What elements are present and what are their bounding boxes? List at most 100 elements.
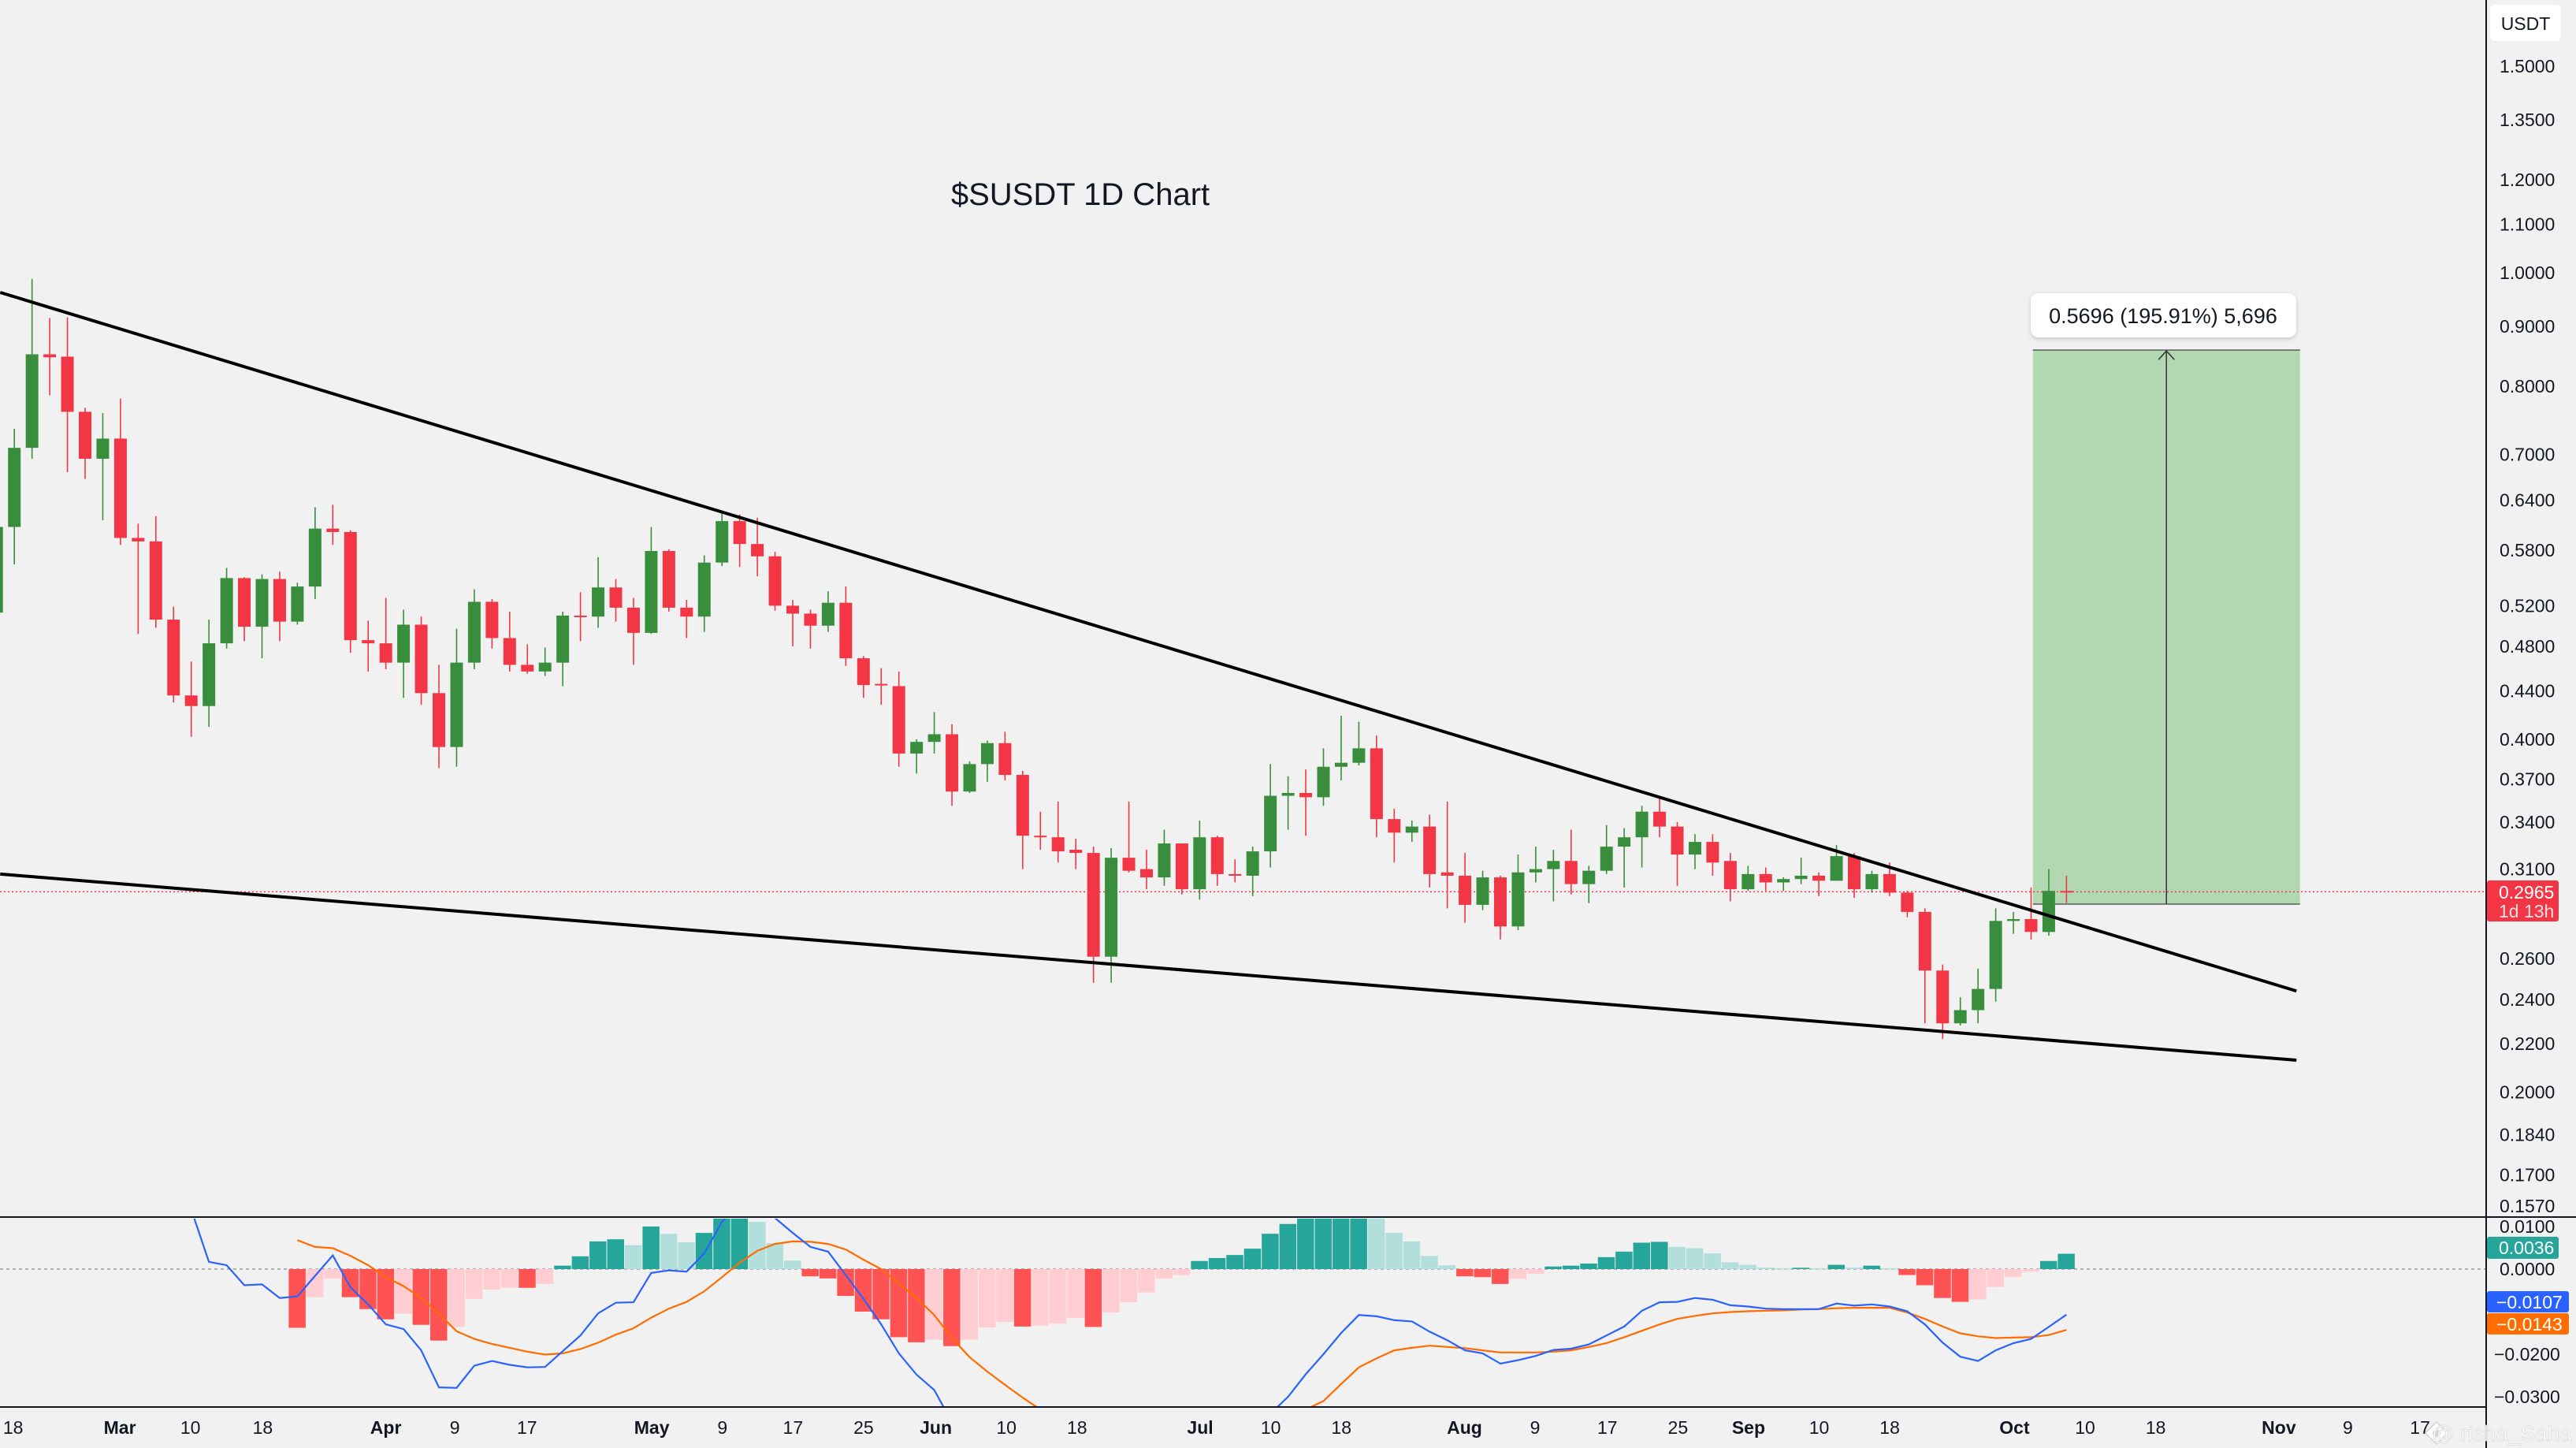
time-tick-label: 17: [517, 1417, 537, 1438]
price-pane[interactable]: $SUSDT 1D Chart 0.5696 (195.91%) 5,696: [0, 177, 2485, 1063]
macd-tick-label: −0.0300: [2494, 1387, 2560, 1407]
candle: [149, 516, 162, 628]
histogram-bar: [2022, 1269, 2039, 1272]
candle: [1175, 843, 1188, 895]
price-tick-label: 0.3400: [2500, 812, 2555, 832]
candle-body: [998, 743, 1012, 776]
histogram-bar: [2005, 1269, 2022, 1277]
candle: [433, 664, 445, 769]
histogram-bar: [1562, 1265, 1580, 1269]
histogram-bar: [536, 1269, 554, 1284]
time-tick-label: 10: [996, 1417, 1017, 1438]
candle-body: [1741, 873, 1755, 890]
macd-axis[interactable]: 0.0100 0.0000 −0.0200 −0.0300: [2494, 1216, 2560, 1407]
candle: [397, 609, 411, 698]
candle: [1140, 850, 1153, 890]
histogram-bar: [908, 1269, 925, 1342]
watermark: @ risha_Saha: [2424, 1421, 2573, 1446]
trendline-upper-resistance: [0, 291, 2297, 993]
histogram-bar: [324, 1269, 341, 1279]
time-tick-label: 9: [1530, 1417, 1541, 1438]
candle-body: [1459, 875, 1472, 905]
candle-body: [467, 601, 481, 663]
histogram-bar: [854, 1269, 872, 1312]
candle: [503, 611, 516, 672]
candle: [1317, 748, 1330, 806]
candle: [716, 513, 729, 567]
candle-body: [1370, 748, 1383, 820]
candle: [1405, 821, 1418, 843]
candle: [255, 574, 269, 659]
histogram-bar: [1243, 1249, 1262, 1269]
candle: [25, 278, 39, 459]
candle-body: [1511, 872, 1525, 927]
time-tick-label: 18: [1879, 1417, 1900, 1438]
macd-tick-label: 0.0000: [2500, 1259, 2555, 1279]
candle-body: [804, 613, 817, 626]
price-axis[interactable]: 1.5000 1.3500 1.2000 1.1000 1.0000 0.9000 0.80…: [2500, 56, 2555, 1216]
candle-body: [751, 544, 764, 556]
candle-body: [697, 562, 711, 617]
candle-body: [538, 662, 552, 672]
histogram-bar: [1951, 1269, 1969, 1302]
candle: [1122, 801, 1136, 873]
time-tick-label: 10: [1261, 1417, 1281, 1438]
candle: [1069, 839, 1083, 869]
histogram-bar: [1544, 1266, 1562, 1269]
candle-body: [910, 742, 924, 754]
histogram-bar: [1863, 1265, 1880, 1269]
candle-body: [0, 527, 3, 613]
signal-value: −0.0143: [2496, 1314, 2563, 1334]
macd-pane[interactable]: [0, 1199, 2485, 1448]
time-axis[interactable]: 18 Mar 10 18 Apr 9 17 May 9 17 25 Jun 10 18 Jul 10 18 Aug…: [3, 1417, 2430, 1438]
candle-body: [1051, 837, 1065, 852]
candle: [1848, 853, 1860, 899]
histogram-bar: [678, 1241, 695, 1269]
candle: [556, 611, 570, 687]
target-zone[interactable]: [2032, 349, 2300, 905]
candle-body: [1175, 843, 1188, 890]
time-tick-label: 17: [783, 1417, 804, 1438]
candle-body: [1388, 819, 1401, 833]
price-tick-label: 0.3100: [2500, 859, 2555, 880]
price-tick-label: 0.3700: [2500, 769, 2555, 789]
candle: [1918, 908, 1931, 1024]
candle: [821, 591, 835, 632]
watermark-text: @ risha_Saha: [2432, 1421, 2572, 1446]
histogram-bar: [624, 1245, 642, 1269]
candle: [839, 586, 853, 666]
candle: [273, 571, 286, 642]
histogram-bar: [943, 1269, 961, 1346]
candle-body: [927, 734, 941, 743]
candle: [892, 671, 905, 767]
candle: [1210, 836, 1224, 886]
candle-body: [1476, 877, 1489, 905]
candle: [326, 504, 340, 545]
candle-body: [255, 579, 269, 627]
candle-body: [1246, 851, 1259, 876]
histogram-bar: [1597, 1256, 1615, 1269]
histogram-bar: [1049, 1269, 1067, 1324]
candle: [645, 527, 658, 635]
histogram-bar: [1173, 1269, 1191, 1275]
trendlines[interactable]: [0, 291, 2297, 1063]
candle: [1105, 848, 1118, 983]
histogram-bar: [1191, 1260, 1208, 1269]
currency-button[interactable]: USDT: [2490, 5, 2561, 41]
histogram-bar: [519, 1269, 536, 1288]
candle-body: [733, 521, 746, 545]
price-tick-label: 1.0000: [2500, 262, 2555, 283]
candle-body: [1158, 843, 1171, 878]
candle: [1016, 770, 1029, 869]
histogram-bar: [695, 1233, 713, 1269]
candle: [2024, 887, 2038, 940]
candle: [857, 656, 870, 698]
candle-body: [238, 578, 251, 627]
candle: [1582, 865, 1596, 903]
histogram-bar: [801, 1269, 819, 1277]
candle-body: [892, 686, 905, 754]
candle-body: [167, 620, 180, 696]
candle-body: [626, 607, 640, 633]
histogram-bar: [465, 1269, 483, 1299]
